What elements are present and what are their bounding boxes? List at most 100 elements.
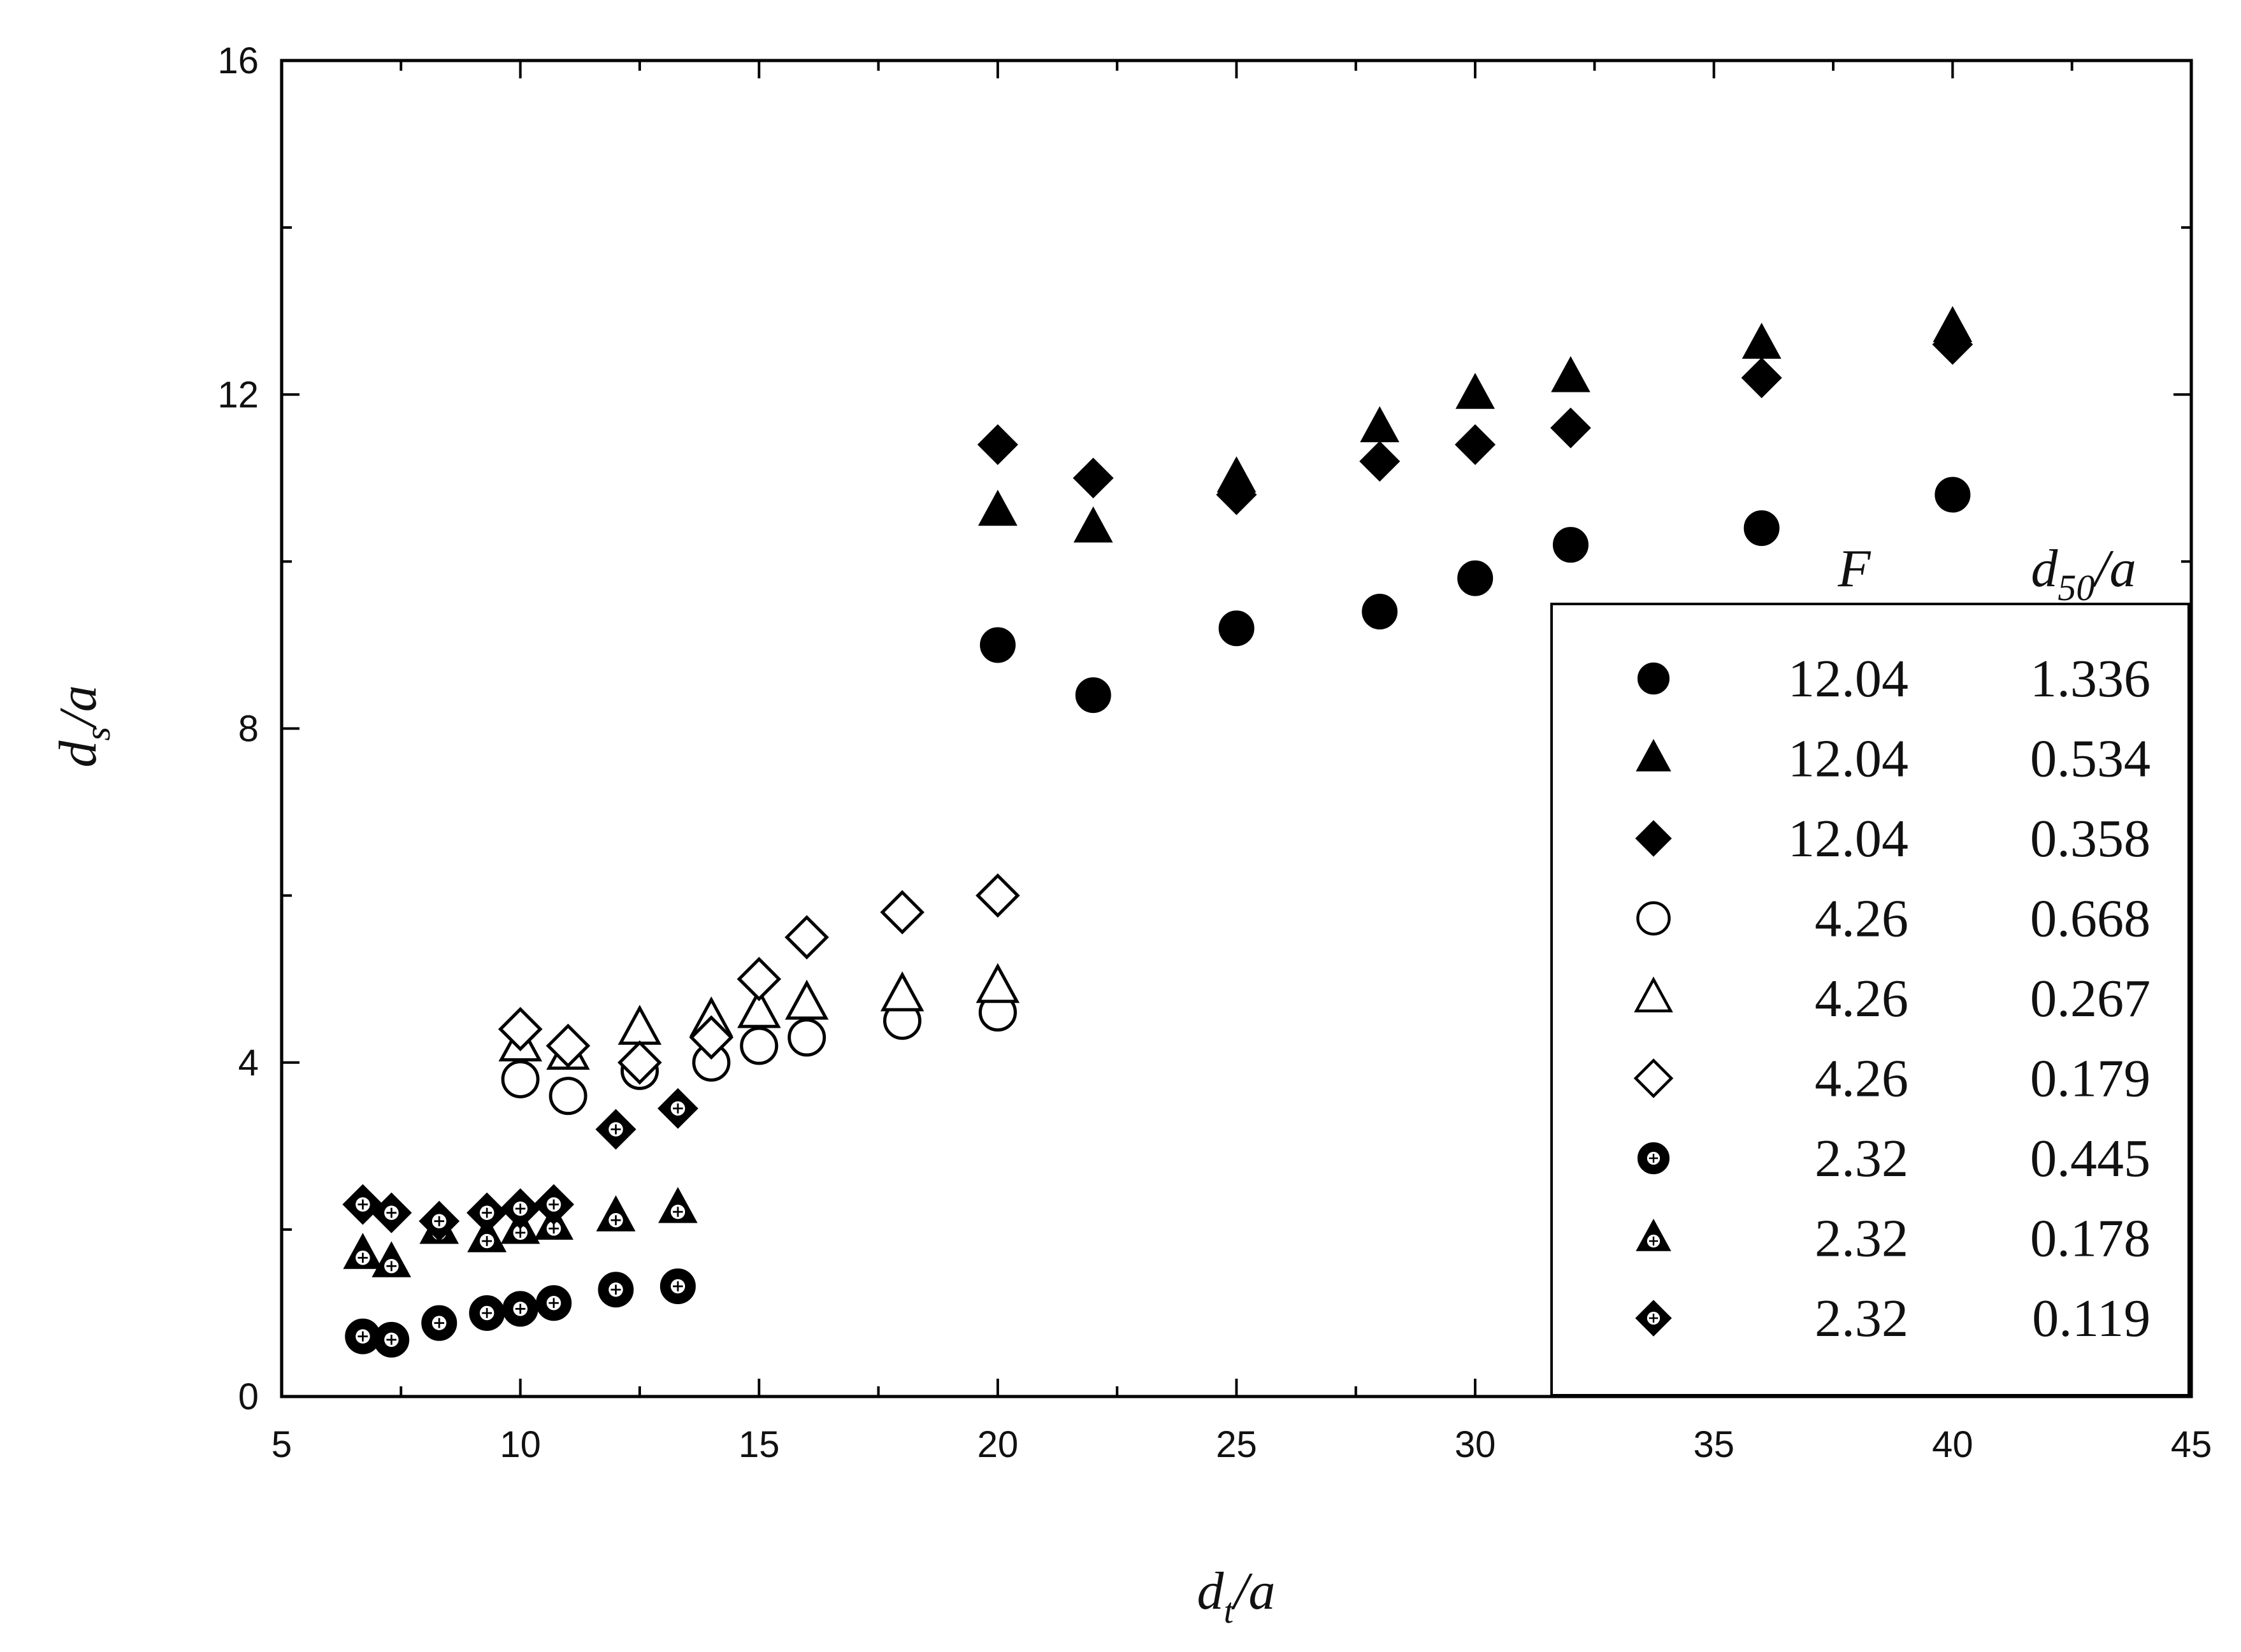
x-tick-label: 20 <box>977 1424 1019 1465</box>
data-point <box>740 1026 779 1065</box>
data-point <box>1551 356 1590 392</box>
data-point <box>617 1040 662 1085</box>
x-axis-title: dt/a <box>1197 1562 1276 1631</box>
x-axis-ticks <box>280 61 2193 1397</box>
legend-d50-value: 0.668 <box>2030 889 2151 949</box>
legend-marker-circle-icon <box>1636 901 1671 936</box>
data-point <box>545 1023 591 1068</box>
legend-entry: 4.26 0.267 <box>1634 969 2151 1028</box>
x-tick-label: 10 <box>500 1424 541 1465</box>
x-tick-label: 30 <box>1455 1424 1496 1465</box>
legend-entry: 2.32 0.119 <box>1635 1289 2151 1348</box>
data-point <box>1455 424 1496 465</box>
data-point <box>596 1195 636 1232</box>
data-point <box>595 1109 637 1150</box>
y-tick-label: 4 <box>238 1042 259 1084</box>
legend: F d50/a 12.04 1.336 12.04 0.534 12.04 0.358 4.… <box>1550 539 2190 1397</box>
legend-f-value: 12.04 <box>1788 649 1908 708</box>
legend-marker-triangle-icon <box>1636 1218 1671 1251</box>
data-point <box>501 1059 540 1098</box>
legend-d50-value: 0.445 <box>2030 1129 2151 1188</box>
legend-f-value: 4.26 <box>1815 1049 1908 1109</box>
legend-f-value: 4.26 <box>1815 969 1908 1028</box>
data-point <box>345 1318 381 1354</box>
y-tick-label: 12 <box>217 374 259 415</box>
legend-d50-value: 1.336 <box>2030 649 2151 708</box>
data-point <box>659 1268 696 1304</box>
data-point <box>498 1007 543 1052</box>
legend-header-d50: d50/a <box>2031 539 2136 608</box>
data-point <box>502 1291 538 1327</box>
legend-d50-value: 0.179 <box>2030 1049 2151 1109</box>
legend-f-value: 4.26 <box>1815 889 1908 949</box>
y-axis-tick-labels: 0 4 8 12 16 <box>217 40 259 1418</box>
data-point <box>466 1192 508 1233</box>
series-triangle-dotted-7 <box>343 1187 698 1277</box>
data-point <box>657 1088 698 1129</box>
legend-f-value: 2.32 <box>1815 1129 1908 1188</box>
series-diamond-open-5 <box>498 873 1020 1085</box>
data-point <box>371 1241 412 1277</box>
legend-d50-value: 0.267 <box>2030 969 2151 1028</box>
data-point <box>549 1077 587 1116</box>
legend-entry: 12.04 0.358 <box>1635 809 2151 868</box>
data-point <box>1359 441 1401 482</box>
data-point <box>1218 610 1255 647</box>
data-point <box>1362 594 1398 630</box>
legend-marker-triangle-icon <box>1636 738 1671 772</box>
x-tick-label: 35 <box>1693 1424 1734 1465</box>
data-point <box>1455 373 1495 409</box>
series-diamond-solid-2 <box>977 324 1973 515</box>
legend-marker-diamond-icon <box>1635 820 1672 857</box>
x-tick-label: 45 <box>2171 1424 2212 1465</box>
series-circle-dotted-6 <box>345 1268 696 1358</box>
y-axis-title: ds/a <box>48 685 118 767</box>
series-diamond-dotted-8 <box>342 1088 698 1242</box>
legend-marker-circle-icon <box>1637 1142 1670 1175</box>
legend-entry: 4.26 0.668 <box>1636 889 2151 949</box>
data-point <box>880 890 925 935</box>
legend-d50-value: 0.534 <box>2030 729 2151 789</box>
data-point <box>1550 407 1591 449</box>
data-point <box>371 1192 412 1233</box>
data-point <box>737 988 781 1028</box>
data-point <box>1741 357 1782 398</box>
data-point <box>1552 527 1589 563</box>
data-point <box>419 1200 460 1242</box>
legend-f-value: 12.04 <box>1788 729 1908 789</box>
data-point <box>658 1187 698 1223</box>
y-tick-label: 8 <box>238 708 259 750</box>
legend-entry: 12.04 1.336 <box>1637 649 2151 708</box>
data-point <box>421 1305 458 1341</box>
data-point <box>533 1184 575 1225</box>
series-circle-open-3 <box>501 993 1017 1116</box>
data-point <box>976 963 1020 1003</box>
legend-entry: 2.32 0.178 <box>1636 1209 2151 1268</box>
data-point <box>976 873 1020 918</box>
data-point <box>1457 560 1494 596</box>
legend-entry: 12.04 0.534 <box>1636 729 2151 789</box>
data-point <box>598 1272 634 1308</box>
data-point <box>784 915 829 959</box>
legend-d50-value: 0.358 <box>2030 809 2151 868</box>
data-point <box>1932 324 1973 365</box>
x-tick-label: 25 <box>1216 1424 1257 1465</box>
y-tick-label: 16 <box>217 40 259 82</box>
x-tick-label: 15 <box>739 1424 780 1465</box>
legend-marker-diamond-icon <box>1635 1300 1672 1337</box>
y-tick-label: 0 <box>238 1376 259 1418</box>
legend-marker-diamond-icon <box>1633 1058 1674 1098</box>
data-point <box>1935 477 1971 513</box>
legend-marker-circle-icon <box>1637 662 1670 695</box>
x-axis-tick-labels: 5 10 15 20 25 30 35 40 45 <box>271 1424 2212 1465</box>
data-point <box>1072 457 1114 499</box>
data-point <box>343 1233 383 1269</box>
data-point <box>977 424 1018 465</box>
legend-header-f: F <box>1837 539 1871 598</box>
data-point <box>1743 510 1780 546</box>
data-point <box>1216 474 1257 515</box>
legend-marker-triangle-icon <box>1634 976 1673 1012</box>
data-points <box>342 306 1973 1358</box>
